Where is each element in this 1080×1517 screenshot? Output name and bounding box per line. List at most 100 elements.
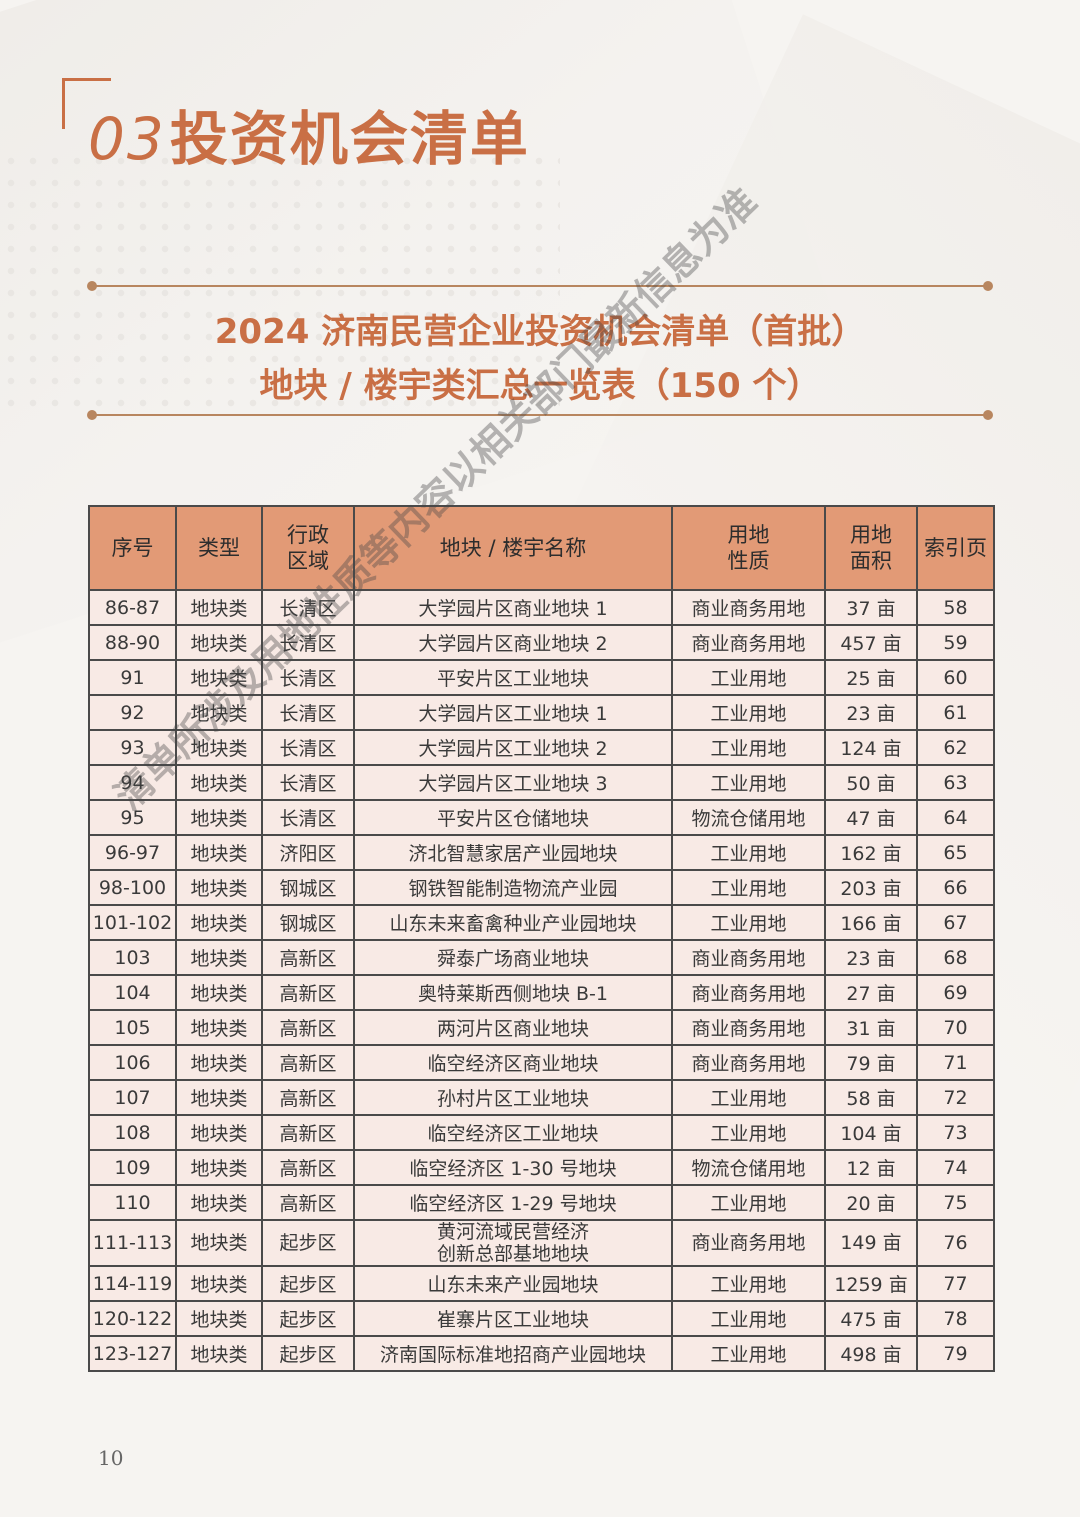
cell-nature: 工业用地	[671, 764, 826, 801]
cell-seq: 92	[88, 694, 177, 731]
cell-page: 61	[916, 694, 995, 731]
cell-name: 山东未来畜禽种业产业园地块	[353, 904, 673, 941]
cell-type: 地块类	[175, 1335, 263, 1372]
cell-district: 长清区	[261, 694, 355, 731]
cell-name: 临空经济区 1-30 号地块	[353, 1149, 673, 1186]
cell-nature: 商业商务用地	[671, 1009, 826, 1046]
cell-type: 地块类	[175, 1300, 263, 1337]
cell-nature: 工业用地	[671, 1114, 826, 1151]
cell-area: 31 亩	[824, 1009, 918, 1046]
cell-name: 大学园片区商业地块 1	[353, 589, 673, 626]
section-title-text: 投资机会清单	[169, 105, 530, 173]
header-district-line1: 行政	[287, 523, 329, 547]
cell-name: 平安片区仓储地块	[353, 799, 673, 836]
cell-nature: 工业用地	[671, 1184, 826, 1221]
cell-type: 地块类	[175, 624, 263, 661]
cell-page: 73	[916, 1114, 995, 1151]
cell-name: 临空经济区 1-29 号地块	[353, 1184, 673, 1221]
cell-seq: 88-90	[88, 624, 177, 661]
cell-area: 104 亩	[824, 1114, 918, 1151]
cell-district: 起步区	[261, 1300, 355, 1337]
table-row: 111-113 地块类 起步区 黄河流域民营经济 创新总部基地地块 商业商务用地 149 亩…	[88, 1219, 995, 1267]
cell-area: 12 亩	[824, 1149, 918, 1186]
cell-seq: 93	[88, 729, 177, 766]
cell-nature: 工业用地	[671, 1079, 826, 1116]
cell-nature: 工业用地	[671, 869, 826, 906]
cell-page: 68	[916, 939, 995, 976]
cell-page: 76	[916, 1219, 995, 1267]
cell-type: 地块类	[175, 1114, 263, 1151]
cell-seq: 105	[88, 1009, 177, 1046]
header-area-line2: 面积	[850, 549, 892, 573]
cell-area: 79 亩	[824, 1044, 918, 1081]
cell-type: 地块类	[175, 589, 263, 626]
cell-district: 高新区	[261, 974, 355, 1011]
cell-type: 地块类	[175, 764, 263, 801]
table-row: 108 地块类 高新区 临空经济区工业地块 工业用地 104 亩 73	[88, 1114, 995, 1151]
table-row: 110 地块类 高新区 临空经济区 1-29 号地块 工业用地 20 亩 75	[88, 1184, 995, 1221]
cell-area: 149 亩	[824, 1219, 918, 1267]
cell-page: 78	[916, 1300, 995, 1337]
cell-district: 济阳区	[261, 834, 355, 871]
cell-type: 地块类	[175, 799, 263, 836]
cell-name: 大学园片区商业地块 2	[353, 624, 673, 661]
cell-name: 临空经济区商业地块	[353, 1044, 673, 1081]
cell-type: 地块类	[175, 1184, 263, 1221]
cell-page: 74	[916, 1149, 995, 1186]
cell-name: 奥特莱斯西侧地块 B-1	[353, 974, 673, 1011]
table-row: 92 地块类 长清区 大学园片区工业地块 1 工业用地 23 亩 61	[88, 694, 995, 731]
cell-page: 79	[916, 1335, 995, 1372]
cell-name: 大学园片区工业地块 3	[353, 764, 673, 801]
header-nature-line1: 用地	[727, 523, 770, 547]
cell-nature: 工业用地	[671, 659, 826, 696]
cell-name: 大学园片区工业地块 1	[353, 694, 673, 731]
cell-area: 498 亩	[824, 1335, 918, 1372]
table-title-line2: 地块 / 楼宇类汇总一览表（150 个）	[259, 366, 821, 406]
cell-type: 地块类	[175, 834, 263, 871]
cell-type: 地块类	[175, 1265, 263, 1302]
cell-seq: 109	[88, 1149, 177, 1186]
header-area-line1: 用地	[850, 523, 892, 547]
table-row: 98-100 地块类 钢城区 钢铁智能制造物流产业园 工业用地 203 亩 66	[88, 869, 995, 906]
cell-district: 高新区	[261, 1044, 355, 1081]
table-row: 105 地块类 高新区 两河片区商业地块 商业商务用地 31 亩 70	[88, 1009, 995, 1046]
table-header-row: 序号 类型 行政 区域 地块 / 楼宇名称 用地 性质 用地 面积 索引页	[88, 505, 995, 591]
cell-nature: 工业用地	[671, 834, 826, 871]
cell-seq: 94	[88, 764, 177, 801]
page-number: 10	[98, 1446, 124, 1470]
divider-bottom	[87, 410, 993, 420]
cell-district: 高新区	[261, 939, 355, 976]
table-row: 93 地块类 长清区 大学园片区工业地块 2 工业用地 124 亩 62	[88, 729, 995, 766]
cell-district: 高新区	[261, 1149, 355, 1186]
cell-name-line1: 黄河流域民营经济	[436, 1221, 589, 1243]
cell-seq: 110	[88, 1184, 177, 1221]
cell-page: 64	[916, 799, 995, 836]
cell-district: 高新区	[261, 1009, 355, 1046]
cell-nature: 物流仓储用地	[671, 799, 826, 836]
table-row: 107 地块类 高新区 孙村片区工业地块 工业用地 58 亩 72	[88, 1079, 995, 1116]
cell-name: 临空经济区工业地块	[353, 1114, 673, 1151]
cell-name: 钢铁智能制造物流产业园	[353, 869, 673, 906]
cell-seq: 123-127	[88, 1335, 177, 1372]
cell-name: 两河片区商业地块	[353, 1009, 673, 1046]
cell-district: 钢城区	[261, 869, 355, 906]
cell-page: 77	[916, 1265, 995, 1302]
cell-name: 大学园片区工业地块 2	[353, 729, 673, 766]
cell-nature: 工业用地	[671, 694, 826, 731]
table-row: 86-87 地块类 长清区 大学园片区商业地块 1 商业商务用地 37 亩 58	[88, 589, 995, 626]
table-row: 96-97 地块类 济阳区 济北智慧家居产业园地块 工业用地 162 亩 65	[88, 834, 995, 871]
table-row: 88-90 地块类 长清区 大学园片区商业地块 2 商业商务用地 457 亩 59	[88, 624, 995, 661]
cell-type: 地块类	[175, 1079, 263, 1116]
cell-district: 起步区	[261, 1265, 355, 1302]
cell-district: 高新区	[261, 1079, 355, 1116]
header-type: 类型	[175, 505, 263, 591]
cell-nature: 商业商务用地	[671, 1044, 826, 1081]
cell-page: 69	[916, 974, 995, 1011]
table-row: 120-122 地块类 起步区 崔寨片区工业地块 工业用地 475 亩 78	[88, 1300, 995, 1337]
cell-type: 地块类	[175, 974, 263, 1011]
header-name: 地块 / 楼宇名称	[353, 505, 673, 591]
cell-area: 166 亩	[824, 904, 918, 941]
cell-area: 47 亩	[824, 799, 918, 836]
cell-name: 黄河流域民营经济 创新总部基地地块	[353, 1219, 673, 1267]
cell-area: 203 亩	[824, 869, 918, 906]
